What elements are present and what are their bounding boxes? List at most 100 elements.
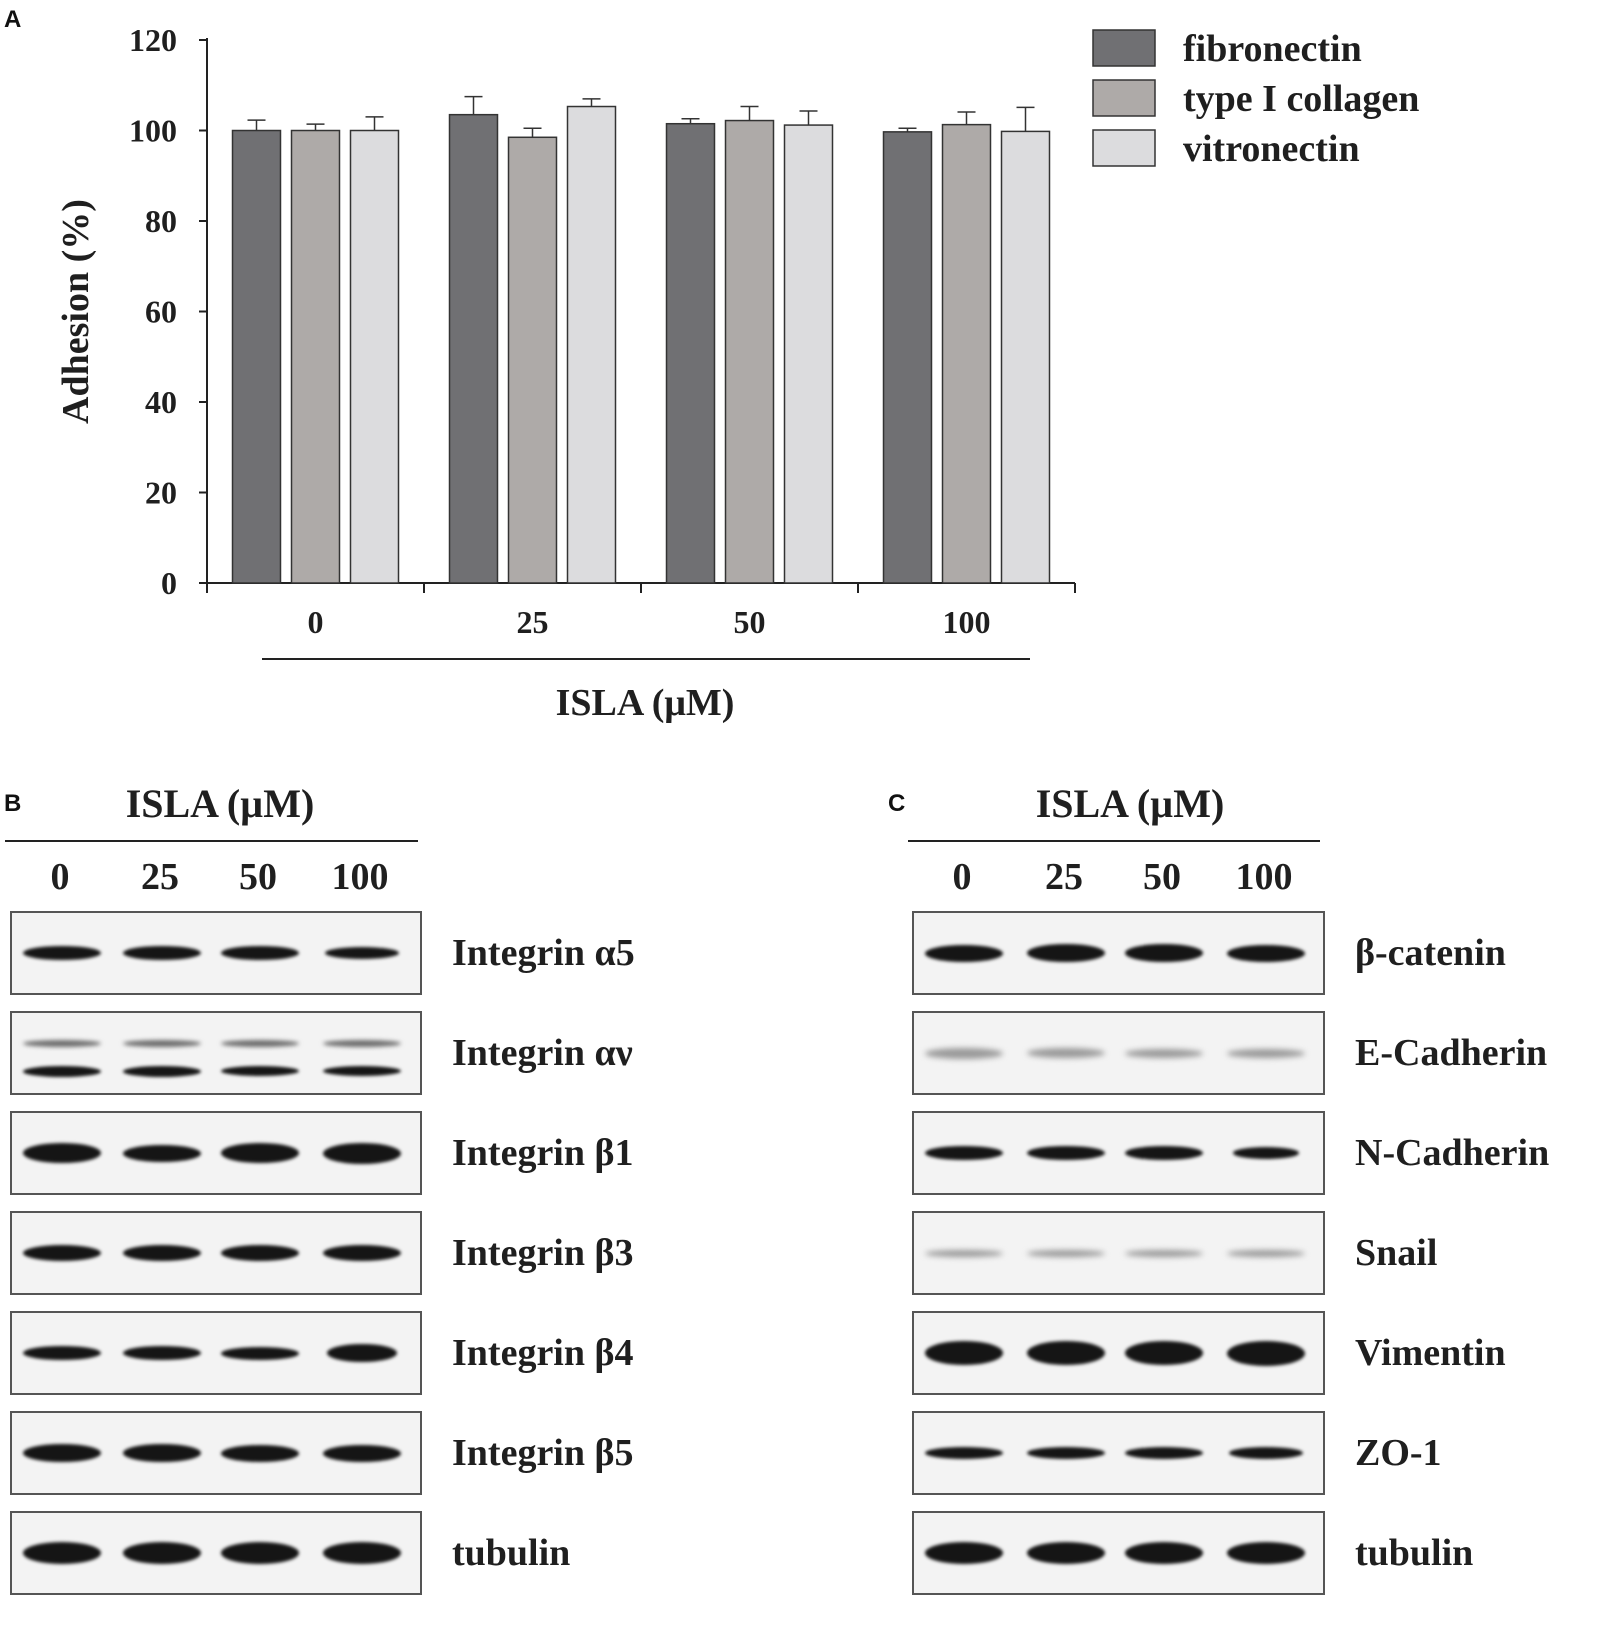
- blot-row-label: E-Cadherin: [1355, 1032, 1548, 1074]
- blot-strip: [912, 1511, 1325, 1595]
- blot-strip: [912, 1011, 1325, 1095]
- blot-row-label: Snail: [1355, 1232, 1438, 1274]
- blot-band: [1027, 1249, 1105, 1257]
- blot-band: [221, 1066, 299, 1076]
- blot-band: [221, 1245, 299, 1261]
- bar: [349, 129, 400, 584]
- blot-strip: [10, 1011, 422, 1095]
- lane-label: 50: [239, 856, 277, 898]
- blot-band: [23, 1542, 101, 1564]
- lane-label: 0: [952, 856, 972, 898]
- adhesion-bar-chart: 0 20 40 60 80 100 120 Adhesion (%) 0 25 50 100 ISLA …: [55, 22, 1419, 724]
- blot-strip: [912, 911, 1325, 995]
- panel-c-letter: C: [888, 790, 906, 817]
- blot-row-label: Integrin β1: [452, 1132, 634, 1174]
- x-tick-label: 25: [517, 604, 549, 640]
- blot-band: [1027, 1542, 1105, 1564]
- blot-band: [323, 1245, 401, 1261]
- y-tick-label: 120: [129, 22, 177, 58]
- blot-band: [1027, 1447, 1105, 1459]
- panel-b-title-rule: [5, 840, 418, 842]
- blot-band: [221, 1039, 299, 1047]
- legend-label: fibronectin: [1183, 28, 1362, 70]
- bar: [941, 123, 992, 584]
- blot-band: [23, 1143, 101, 1163]
- blot-row-label: tubulin: [452, 1532, 571, 1574]
- lane-label: 25: [1045, 856, 1083, 898]
- blot-band: [221, 1444, 299, 1462]
- bar: [724, 119, 775, 584]
- blot-band: [221, 1143, 299, 1163]
- blot-band: [1227, 1249, 1305, 1257]
- lane-label: 50: [1143, 856, 1181, 898]
- blot-row-label: Integrin α5: [452, 932, 635, 974]
- blot-band: [123, 1065, 201, 1077]
- blot-band: [925, 1047, 1003, 1059]
- blot-band: [1125, 1447, 1203, 1459]
- blot-row-label: tubulin: [1355, 1532, 1474, 1574]
- blot-band: [925, 1146, 1003, 1160]
- blot-band: [123, 1542, 201, 1564]
- blot-strip: [912, 1111, 1325, 1195]
- blot-band: [1232, 1147, 1300, 1159]
- legend-swatch: [1092, 79, 1156, 117]
- bar: [290, 129, 341, 584]
- lane-label: 100: [331, 856, 389, 898]
- lane-label: 25: [141, 856, 179, 898]
- blot-band: [1227, 1542, 1305, 1564]
- blot-band: [324, 947, 400, 959]
- blot-band: [1027, 1048, 1105, 1058]
- blot-row-label: Vimentin: [1355, 1332, 1506, 1374]
- blot-band: [23, 1245, 101, 1261]
- blot-row-label: Integrin β5: [452, 1432, 634, 1474]
- blot-band: [123, 1144, 201, 1162]
- y-tick-label: 80: [145, 203, 177, 239]
- blot-band: [1125, 1048, 1203, 1058]
- blot-band: [323, 1542, 401, 1564]
- blot-row-label: β-catenin: [1355, 932, 1506, 974]
- blot-band: [323, 1066, 401, 1076]
- blot-row-label: Integrin αν: [452, 1032, 633, 1074]
- blot-strip: [912, 1411, 1325, 1495]
- legend-swatch: [1092, 129, 1156, 167]
- blot-band: [323, 1142, 401, 1164]
- blot-row-label: Integrin β3: [452, 1232, 634, 1274]
- blot-band: [925, 1447, 1003, 1459]
- blot-band: [925, 1542, 1003, 1564]
- blot-band: [123, 1444, 201, 1462]
- bar: [231, 129, 282, 584]
- blot-band: [23, 1346, 101, 1360]
- legend-label: vitronectin: [1183, 128, 1360, 170]
- blot-band: [1125, 1249, 1203, 1257]
- blot-band: [1227, 1048, 1305, 1058]
- legend-swatch: [1092, 29, 1156, 67]
- blot-band: [1227, 944, 1305, 962]
- x-tick-label: 100: [943, 604, 991, 640]
- blot-band: [1027, 1146, 1105, 1160]
- blot-strip: [10, 1311, 422, 1395]
- blot-row-label: ZO-1: [1355, 1432, 1442, 1474]
- panel-c-title-rule: [908, 840, 1320, 842]
- blot-band: [1228, 1447, 1304, 1459]
- bar: [507, 136, 558, 584]
- blot-band: [925, 1341, 1003, 1365]
- blot-strip: [912, 1311, 1325, 1395]
- blot-band: [23, 1039, 101, 1047]
- blot-band: [925, 1249, 1003, 1257]
- bar: [1000, 130, 1051, 584]
- blot-strip: [10, 1511, 422, 1595]
- y-tick-label: 60: [145, 294, 177, 330]
- bar: [882, 131, 933, 584]
- lane-label: 100: [1235, 856, 1293, 898]
- blot-band: [123, 1245, 201, 1261]
- lane-label: 0: [50, 856, 70, 898]
- blot-row-label: N-Cadherin: [1355, 1132, 1550, 1174]
- blot-band: [123, 1346, 201, 1360]
- blot-strip: [912, 1211, 1325, 1295]
- bar: [566, 105, 617, 584]
- blot-band: [23, 946, 101, 960]
- x-axis-label: ISLA (μM): [556, 682, 735, 724]
- panel-c-title: ISLA (µM): [1035, 781, 1225, 826]
- bar: [665, 122, 716, 584]
- blot-band: [1125, 944, 1203, 962]
